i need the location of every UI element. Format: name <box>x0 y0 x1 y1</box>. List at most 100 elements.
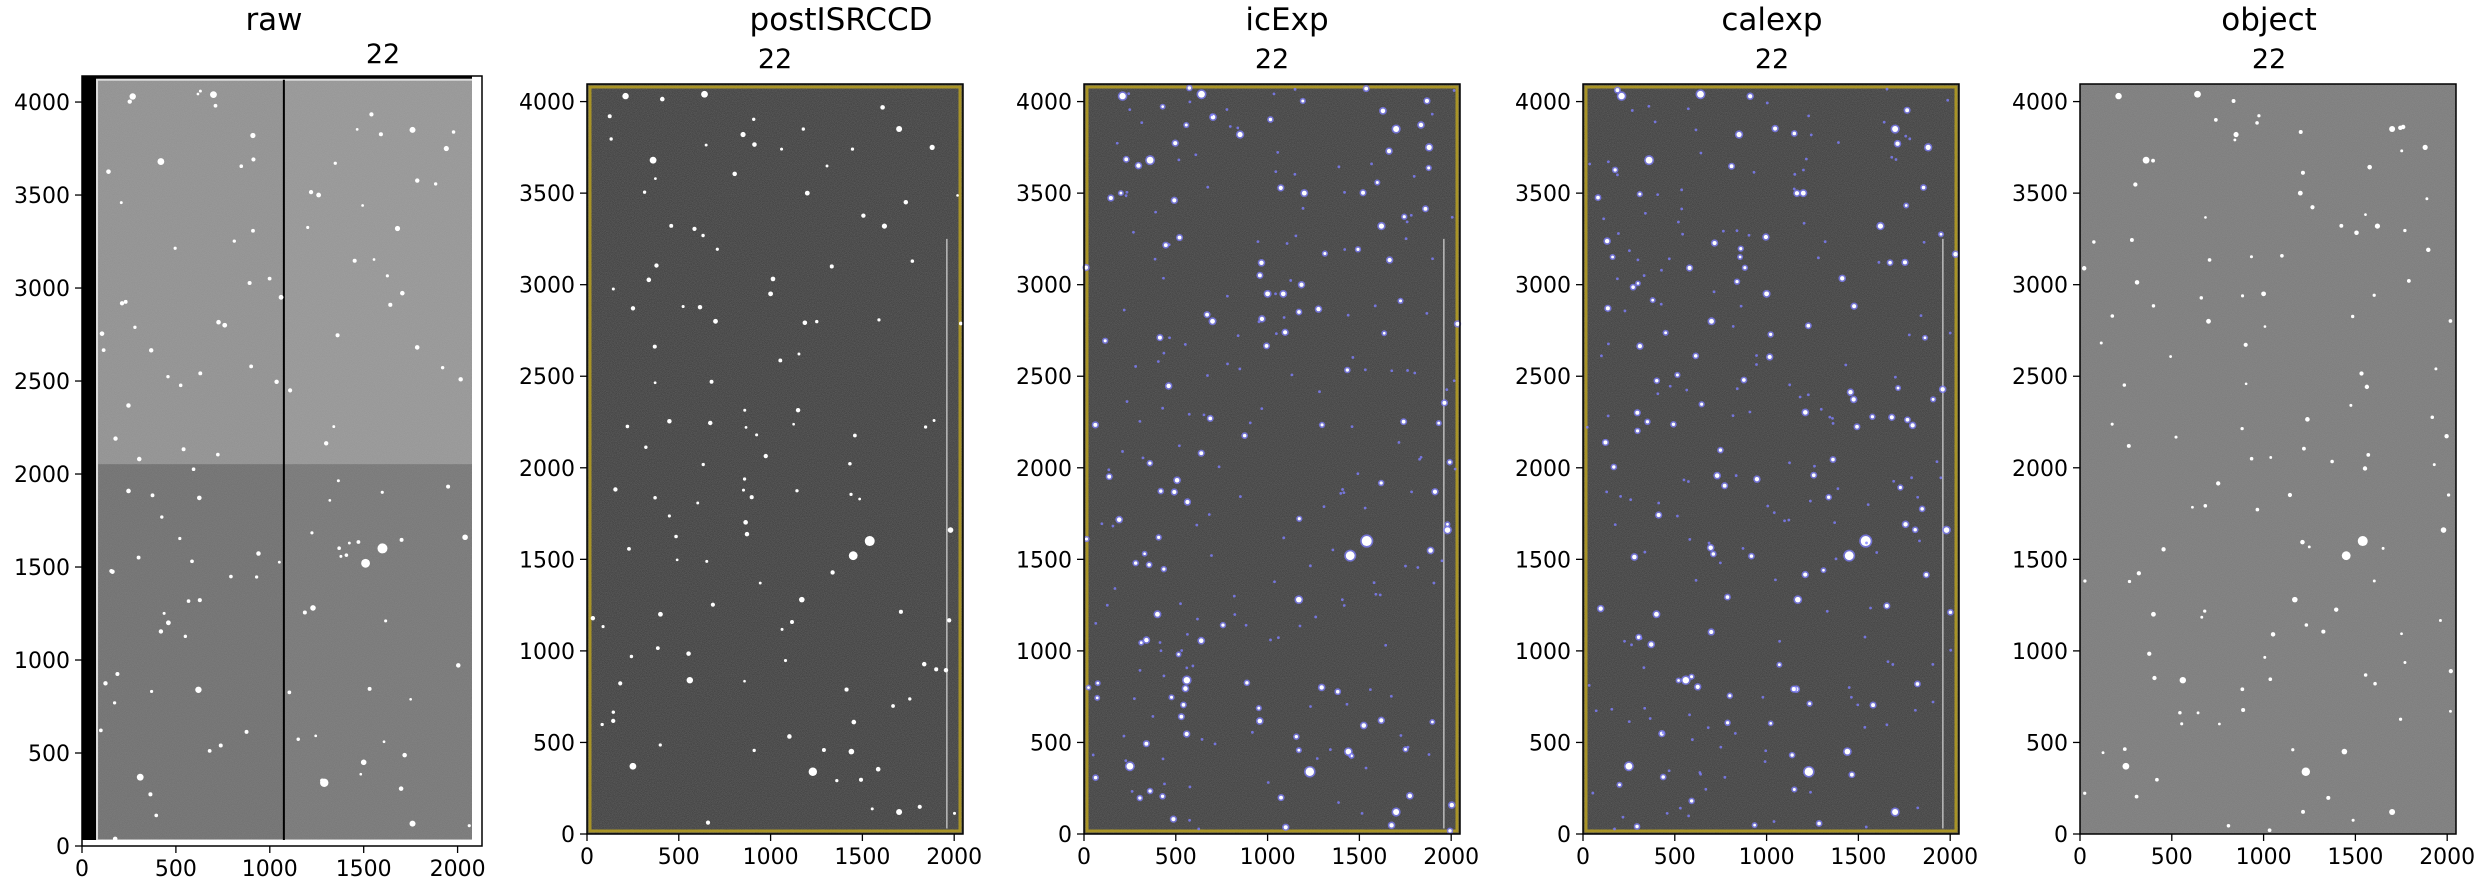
star <box>2372 293 2376 297</box>
star <box>618 681 623 686</box>
star <box>197 598 202 603</box>
star <box>804 190 810 196</box>
star <box>1693 354 1698 358</box>
star <box>2304 623 2309 627</box>
star <box>2092 240 2096 244</box>
star <box>1170 695 1174 699</box>
star <box>697 304 703 310</box>
x-tick-label: 0 <box>75 857 89 882</box>
star <box>2448 668 2453 674</box>
star <box>763 453 768 459</box>
star <box>1179 714 1184 719</box>
image-area <box>1082 84 1462 835</box>
star <box>1119 191 1123 195</box>
star <box>1764 291 1769 297</box>
star <box>443 145 449 152</box>
star <box>858 777 864 782</box>
star <box>1399 299 1403 303</box>
star <box>148 792 153 797</box>
star <box>1379 481 1383 485</box>
star <box>1301 190 1307 196</box>
star <box>1687 265 1692 270</box>
star <box>740 131 746 138</box>
panel-title: raw <box>245 2 302 38</box>
star <box>1714 473 1720 478</box>
star <box>705 820 711 825</box>
star <box>1709 318 1714 324</box>
star <box>853 433 857 438</box>
star <box>1364 86 1369 91</box>
star <box>778 358 783 363</box>
star <box>336 479 340 483</box>
star <box>1299 282 1304 287</box>
star <box>2403 661 2407 664</box>
star <box>667 514 671 518</box>
star <box>1910 423 1915 428</box>
star <box>1742 378 1746 382</box>
star <box>2191 505 2194 509</box>
star <box>2444 433 2449 439</box>
star <box>198 371 203 376</box>
star <box>328 499 332 502</box>
star <box>2244 382 2248 386</box>
star <box>758 581 762 585</box>
star <box>752 117 756 121</box>
star <box>1635 429 1640 433</box>
star <box>1345 551 1355 561</box>
star <box>1173 141 1178 146</box>
star <box>382 740 386 744</box>
star <box>2216 481 2221 486</box>
star <box>630 306 636 311</box>
star <box>858 497 862 501</box>
star <box>917 804 922 809</box>
star <box>1689 799 1694 803</box>
y-tick-label: 1000 <box>1016 640 1072 665</box>
star <box>877 318 881 322</box>
star <box>653 381 657 385</box>
star <box>402 752 407 758</box>
star <box>1697 90 1704 98</box>
edge-mask <box>1584 85 1958 833</box>
star <box>367 686 372 691</box>
star <box>2403 228 2407 233</box>
star <box>713 318 718 324</box>
star <box>1386 148 1392 154</box>
star <box>609 137 613 141</box>
star <box>1320 423 1324 427</box>
star <box>1205 312 1210 317</box>
star <box>2269 456 2273 459</box>
y-tick-label: 3500 <box>2012 182 2068 207</box>
x-tick-label: 1000 <box>2236 845 2292 870</box>
star <box>2243 342 2248 347</box>
star <box>2129 238 2134 242</box>
star <box>1183 676 1191 684</box>
star <box>743 408 747 412</box>
star <box>126 488 131 494</box>
star <box>1895 141 1900 146</box>
star <box>943 667 949 673</box>
star <box>1618 783 1621 787</box>
star <box>2449 709 2452 713</box>
star <box>896 126 903 133</box>
star <box>2122 747 2127 751</box>
panel-subtitle: 22 <box>758 44 792 75</box>
star <box>1449 802 1454 808</box>
star <box>247 280 252 286</box>
star <box>1915 682 1920 686</box>
star <box>154 813 159 818</box>
star <box>150 493 155 498</box>
star <box>1402 215 1406 219</box>
star <box>654 177 657 181</box>
star <box>1754 477 1760 482</box>
star <box>1803 410 1808 415</box>
star <box>216 452 220 457</box>
y-tick-label: 3000 <box>519 274 575 299</box>
panel-title: icExp <box>1245 2 1328 38</box>
x-tick-label: 1500 <box>336 857 392 882</box>
star <box>1297 748 1301 752</box>
x-tick-label: 500 <box>658 845 700 870</box>
star <box>2354 230 2359 236</box>
star <box>400 290 405 296</box>
star <box>2263 325 2267 328</box>
panel-title: postISRCCD <box>750 2 933 38</box>
